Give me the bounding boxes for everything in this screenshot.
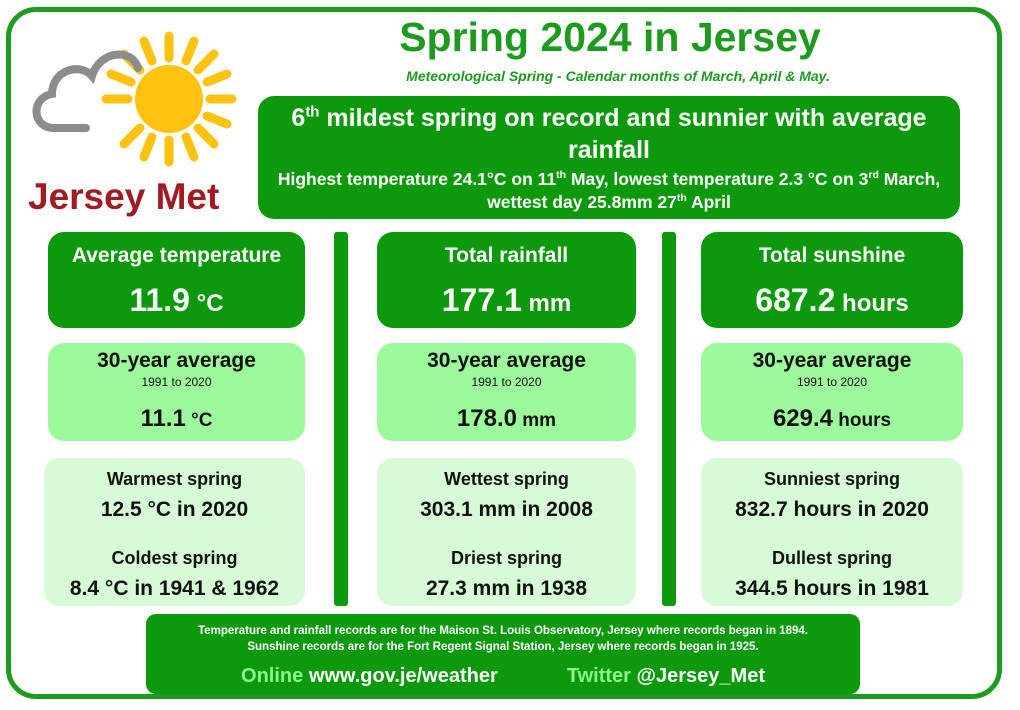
card-title: Total sunshine [758, 244, 906, 267]
card-value: 11.9 °C [129, 282, 224, 318]
record-label: Warmest spring [106, 469, 243, 489]
temperature-records-card: Warmest spring 12.5 °C in 2020 Coldest s… [44, 458, 305, 606]
rainfall-average-card: 30-year average 1991 to 2020 178.0 mm [377, 343, 636, 441]
average-label: 30-year average [752, 349, 912, 372]
footer-note: Temperature and rainfall records are for… [198, 625, 808, 637]
rainfall-records-card: Wettest spring 303.1 mm in 2008 Driest s… [377, 458, 636, 606]
headline-box: 6th mildest spring on record and sunnier… [258, 96, 960, 219]
column-divider [662, 232, 676, 606]
sunshine-card: Total sunshine 687.2 hours [701, 232, 963, 328]
average-value: 178.0 mm [456, 405, 557, 432]
page-frame [6, 7, 1002, 699]
card-value: 177.1 mm [441, 282, 572, 318]
twitter-label: Twitter [566, 665, 631, 687]
record-label: Driest spring [450, 548, 563, 568]
record-value: 27.3 mm in 1938 [425, 577, 588, 600]
temperature-average-card: 30-year average 1991 to 2020 11.1 °C [48, 343, 305, 441]
footer-links: Online www.gov.je/weather Twitter @Jerse… [146, 665, 860, 688]
card-title: Total rainfall [444, 244, 569, 267]
average-label: 30-year average [97, 349, 256, 372]
headline-summary: 6th mildest spring on record and sunnier… [291, 103, 927, 164]
cloud-sun-icon [32, 31, 237, 167]
footer-box: Temperature and rainfall records are for… [146, 614, 860, 694]
average-period: 1991 to 2020 [141, 375, 212, 389]
card-value: 687.2 hours [755, 282, 909, 318]
sunshine-records-card: Sunniest spring 832.7 hours in 2020 Dull… [701, 458, 963, 606]
page-subtitle: Meteorological Spring - Calendar months … [406, 68, 830, 84]
record-value: 303.1 mm in 2008 [420, 498, 593, 521]
sunshine-average-card: 30-year average 1991 to 2020 629.4 hours [701, 343, 963, 441]
headline-details: Highest temperature 24.1°C on 11th May, … [277, 169, 941, 212]
record-label: Dullest spring [771, 548, 892, 568]
column-divider [334, 232, 348, 606]
average-value: 629.4 hours [772, 405, 892, 432]
record-label: Sunniest spring [763, 469, 900, 489]
average-value: 11.1 °C [140, 405, 213, 432]
record-value: 832.7 hours in 2020 [735, 498, 929, 521]
average-period: 1991 to 2020 [796, 375, 868, 389]
page-title: Spring 2024 in Jersey [399, 14, 821, 60]
average-period: 1991 to 2020 [471, 375, 542, 389]
record-value: 8.4 °C in 1941 & 1962 [69, 577, 280, 600]
card-title: Average temperature [71, 244, 282, 267]
online-label: Online [241, 665, 304, 687]
record-label: Wettest spring [444, 469, 569, 489]
record-value: 12.5 °C in 2020 [100, 498, 249, 521]
footer-note: Sunshine records are for the Fort Regent… [247, 641, 759, 653]
average-label: 30-year average [427, 349, 586, 372]
website-link[interactable]: www.gov.je/weather [308, 665, 498, 687]
record-label: Coldest spring [111, 548, 238, 568]
brand-name: Jersey Met [28, 176, 220, 217]
record-value: 344.5 hours in 1981 [735, 577, 929, 600]
twitter-link[interactable]: @Jersey_Met [636, 665, 765, 687]
rainfall-card: Total rainfall 177.1 mm [377, 232, 636, 328]
temperature-card: Average temperature 11.9 °C [48, 232, 305, 328]
